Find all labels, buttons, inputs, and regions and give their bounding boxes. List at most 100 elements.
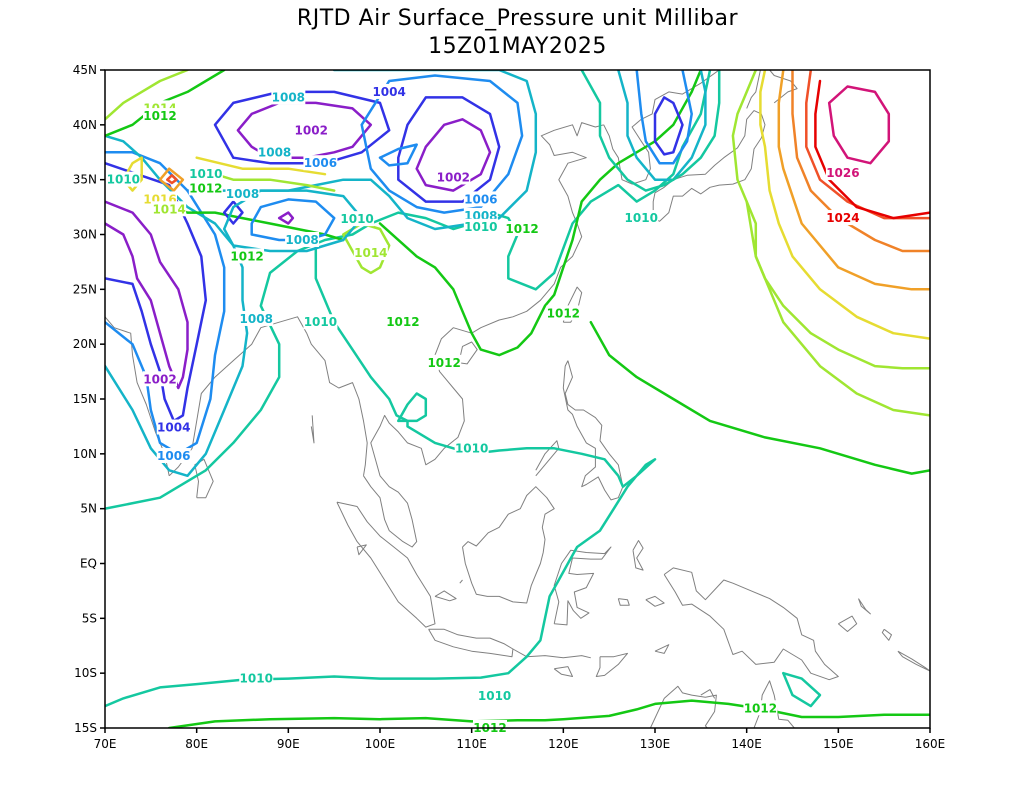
axis-ticks: 70E 80E 90E 100E 110E 120E 130E 140E 150E 160E 45N…: [73, 63, 946, 751]
coastline-11: [562, 360, 624, 501]
coastline-26: [837, 615, 858, 632]
lon-tick-label-8: 150E: [823, 737, 854, 751]
coastline-34: [356, 544, 367, 556]
coastline-15: [462, 486, 555, 604]
isobar-label-3: 1008: [272, 90, 305, 104]
lon-tick-label-9: 160E: [915, 737, 946, 751]
coastline-6: [652, 110, 766, 222]
coastline-29: [897, 650, 930, 672]
isobar-label-bg-9: [188, 180, 223, 196]
isobar-1004-33: [222, 200, 244, 225]
coastline-28: [881, 628, 892, 641]
isobar-1002-16: [415, 118, 492, 192]
isobar-1002-14: [236, 101, 373, 159]
isobar-label-bg-35: [477, 688, 512, 704]
isobar-label-bg-29: [427, 354, 462, 370]
isobar-label-bg-8: [188, 166, 223, 182]
lat-tick-label-2: 35N: [73, 173, 97, 187]
lon-tick-label-6: 130E: [640, 737, 671, 751]
isobar-label-bg-36: [743, 700, 778, 716]
isobar-label-15: 1012: [230, 249, 263, 263]
isobar-1012-4: [589, 320, 930, 475]
isobar-label-21: 1012: [505, 222, 538, 236]
coastline-7: [746, 70, 761, 109]
isobar-label-6: 1008: [258, 145, 291, 159]
isobar-label-33: 1010: [455, 441, 488, 455]
isobar-1012-3: [378, 70, 703, 357]
coastline-13: [336, 501, 436, 628]
lat-tick-label-1: 40N: [73, 118, 97, 132]
isobar-contours: [105, 70, 930, 728]
isobar-label-12: 1008: [226, 187, 259, 201]
isobar-label-9: 1012: [189, 181, 222, 195]
isobar-label-bg-3: [271, 89, 306, 105]
isobar-label-16: 1014: [354, 246, 387, 260]
isobar-1010-1: [105, 233, 657, 708]
isobar-1010-42: [397, 392, 428, 423]
isobar-label-bg-11: [152, 201, 187, 217]
lon-tick-label-4: 110E: [456, 737, 487, 751]
coastline-8: [769, 70, 798, 104]
isobar-label-11: 1014: [152, 202, 185, 216]
isobar-label-14: 1008: [285, 233, 318, 247]
coastline-3: [306, 333, 368, 476]
title-line-2: 15Z01MAY2025: [428, 34, 607, 59]
isobar-label-24: 1024: [826, 211, 859, 225]
lat-tick-label-3: 30N: [73, 228, 97, 242]
isobar-label-0: 1010: [107, 173, 140, 187]
isobar-labels: 1010101410121008100410021008100610101012…: [106, 83, 860, 735]
isobar-1022-11: [805, 70, 930, 220]
isobar-label-18: 1006: [464, 192, 497, 206]
isobar-1018-27: [158, 167, 185, 192]
coastline-5: [603, 70, 720, 185]
isobar-label-bg-18: [463, 191, 498, 207]
isobar-label-30: 1002: [143, 372, 176, 386]
coastline-20: [632, 540, 644, 571]
isobar-label-bg-2: [143, 108, 177, 124]
isobar-label-7: 1006: [304, 156, 337, 170]
isobar-1004-38: [653, 96, 684, 156]
lon-tick-label-1: 80E: [185, 737, 208, 751]
isobar-label-bg-13: [340, 211, 375, 227]
coastline-32: [434, 590, 457, 602]
isobar-label-29: 1012: [427, 356, 460, 370]
isobar-label-32: 1006: [157, 449, 190, 463]
coastline-24: [649, 685, 717, 728]
isobar-label-bg-22: [624, 210, 659, 226]
isobar-1012-5: [167, 699, 930, 728]
isobar-label-13: 1010: [340, 212, 373, 226]
lat-tick-label-6: 15N: [73, 392, 97, 406]
isobar-1010-2: [782, 671, 822, 708]
coastline-21: [512, 648, 591, 659]
isobar-label-bg-15: [230, 248, 265, 264]
lon-tick-label-5: 120E: [548, 737, 579, 751]
isobar-label-bg-33: [454, 440, 489, 456]
isobar-label-bg-5: [294, 122, 329, 138]
coastline-2: [194, 458, 214, 499]
isobar-label-20: 1010: [464, 220, 497, 234]
isobar-label-bg-27: [385, 314, 420, 330]
isobar-label-bg-31: [156, 419, 191, 435]
isobar-label-25: 1008: [240, 312, 273, 326]
isobar-1026-13: [827, 85, 891, 165]
isobar-label-23: 1026: [826, 166, 859, 180]
isobar-label-8: 1010: [189, 167, 222, 181]
isobar-1006-37: [378, 143, 418, 167]
lat-tick-label-12: 15S: [74, 721, 97, 735]
isobar-label-bg-0: [106, 171, 141, 187]
isobar-1004-17: [397, 96, 501, 203]
coastline-17: [663, 567, 839, 681]
isobar-label-26: 1010: [304, 315, 337, 329]
isobar-label-bg-4: [372, 83, 407, 99]
isobar-label-22: 1010: [625, 211, 658, 225]
lat-tick-label-11: 10S: [74, 666, 97, 680]
isobar-1008-40: [617, 70, 707, 181]
isobar-1002-20: [105, 200, 189, 390]
coastline-30: [654, 644, 670, 654]
lon-tick-label-7: 140E: [731, 737, 762, 751]
isobar-label-2: 1012: [143, 109, 176, 123]
isobar-1022-28: [166, 174, 178, 185]
coastline-18: [645, 595, 665, 607]
lat-tick-label-7: 10N: [73, 447, 97, 461]
isobar-1014-25: [105, 70, 189, 121]
